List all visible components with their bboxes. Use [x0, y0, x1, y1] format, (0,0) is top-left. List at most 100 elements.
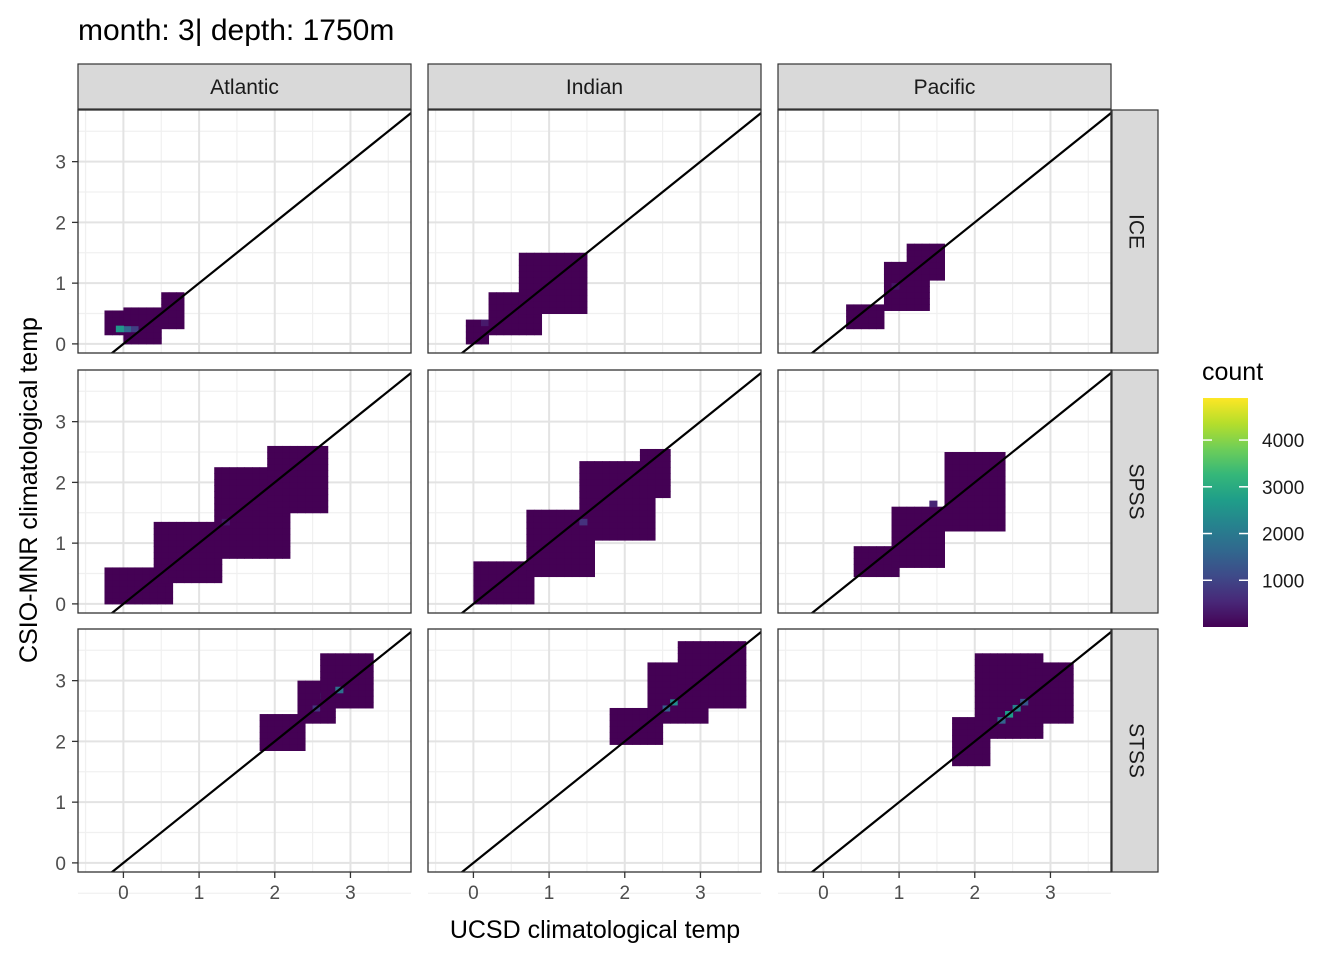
heat-tile	[989, 506, 998, 514]
heat-tile	[974, 470, 983, 477]
heat-tile	[473, 579, 482, 587]
heat-tile	[982, 701, 991, 709]
heat-tile	[914, 261, 923, 269]
heat-tile	[214, 491, 223, 499]
heat-tile	[936, 243, 945, 251]
heat-tile	[914, 518, 923, 526]
heat-tile	[549, 540, 558, 547]
heat-tile	[465, 325, 474, 333]
heat-tile	[967, 500, 976, 508]
heat-tile	[480, 319, 490, 327]
heat-tile	[320, 500, 329, 508]
heat-tile	[662, 674, 671, 682]
heat-tile	[639, 473, 648, 480]
heat-tile	[670, 662, 679, 669]
heat-tile	[586, 461, 595, 468]
heat-tile	[715, 677, 724, 685]
heat-tile	[327, 689, 336, 697]
heat-tile	[142, 591, 151, 599]
heat-tile	[967, 488, 976, 496]
heat-tile	[730, 677, 739, 685]
heat-tile	[274, 534, 283, 541]
heat-tile	[549, 252, 558, 260]
heat-tile	[1020, 714, 1029, 721]
heat-tile	[700, 647, 709, 654]
heat-tile	[959, 494, 968, 502]
heat-tile	[320, 470, 329, 477]
heat-tile	[899, 506, 908, 514]
heat-tile	[936, 530, 945, 538]
heat-tile	[952, 452, 961, 459]
heat-tile	[639, 714, 648, 721]
heat-tile	[289, 452, 298, 459]
heat-tile	[480, 573, 490, 581]
heat-tile	[974, 665, 983, 673]
heat-tile	[868, 310, 877, 318]
heat-tile	[708, 677, 717, 685]
heat-tile	[662, 680, 671, 688]
heat-tile	[305, 692, 314, 700]
heat-tile	[944, 524, 953, 532]
heat-tile	[221, 491, 230, 499]
reference-line-group	[460, 631, 761, 872]
heat-tile	[297, 476, 306, 483]
heat-tile	[199, 570, 208, 578]
heat-tile	[989, 452, 998, 459]
heat-tile	[617, 732, 626, 739]
heat-tile	[997, 512, 1006, 520]
heat-tile	[297, 726, 306, 733]
heat-tile	[944, 464, 953, 471]
heat-tile	[1035, 717, 1044, 724]
heat-tile	[997, 488, 1006, 496]
heat-tile	[161, 546, 170, 553]
heat-tile	[153, 337, 162, 345]
heat-tile	[700, 671, 709, 679]
heat-tile	[662, 668, 671, 676]
heat-tile	[191, 558, 200, 565]
heat-tile	[967, 476, 976, 483]
heat-tile	[571, 295, 580, 302]
heat-tile	[259, 714, 268, 721]
heat-tile	[229, 527, 238, 535]
heat-tile	[586, 509, 595, 517]
heat-tile	[305, 470, 314, 477]
heat-tile	[700, 683, 709, 691]
heat-tile	[564, 546, 573, 553]
heat-tile	[1058, 692, 1067, 700]
heat-tile	[883, 564, 893, 571]
heat-tile	[335, 671, 344, 679]
heat-tile	[708, 659, 717, 666]
heat-tile	[738, 647, 747, 654]
heat-tile	[161, 540, 170, 547]
heat-tile	[473, 585, 482, 593]
heat-tile	[639, 491, 648, 499]
heat-tile	[959, 759, 968, 767]
heat-tile	[655, 467, 664, 474]
heat-tile	[259, 509, 268, 517]
heat-tile	[297, 470, 306, 477]
panel-background	[778, 110, 1111, 353]
heat-tile	[305, 500, 314, 508]
heat-tile	[312, 692, 321, 700]
heat-tile	[289, 732, 298, 739]
heat-tile	[906, 555, 915, 562]
heat-tile	[541, 521, 550, 529]
heat-tile	[267, 521, 276, 529]
heat-tile	[236, 467, 245, 474]
heat-tile	[647, 674, 656, 682]
heat-tile	[176, 576, 185, 584]
heat-tile	[526, 558, 535, 565]
heat-tile	[639, 726, 648, 733]
heat-tile	[959, 753, 968, 761]
heat-tile	[312, 698, 321, 706]
heat-tile	[146, 337, 155, 345]
heat-tile	[297, 452, 306, 459]
heat-tile	[305, 464, 314, 471]
heat-tile	[320, 683, 329, 691]
heat-tile	[112, 585, 121, 593]
heat-tile	[647, 467, 656, 474]
heat-tile	[556, 277, 565, 284]
legend-tick-label: 1000	[1262, 571, 1304, 592]
heat-tile	[959, 723, 968, 730]
heat-tile	[104, 585, 113, 593]
